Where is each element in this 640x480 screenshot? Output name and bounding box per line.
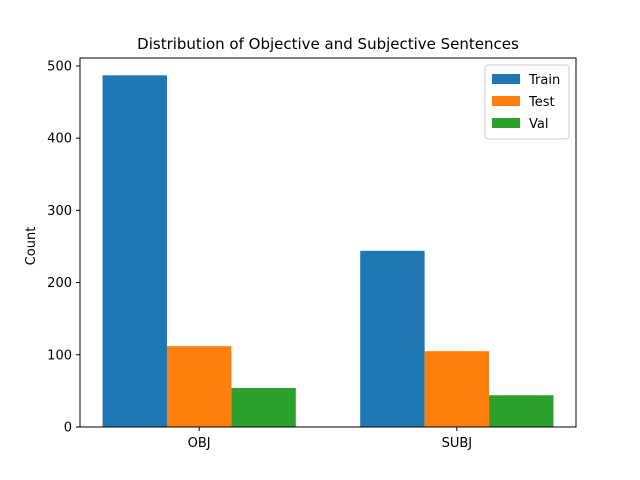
x-tick-label-subj: SUBJ	[442, 436, 473, 451]
y-tick-label: 100	[47, 348, 72, 363]
y-tick-label: 200	[47, 276, 72, 291]
bar-val-obj	[231, 388, 296, 427]
legend-label-train: Train	[528, 73, 560, 88]
bar-train-subj	[360, 250, 425, 427]
y-tick-label: 300	[47, 204, 72, 219]
bars-group	[102, 75, 554, 427]
chart-title: Distribution of Objective and Subjective…	[137, 35, 519, 53]
legend-swatch-test	[492, 96, 520, 106]
legend: Train Test Val	[484, 64, 570, 140]
bar-train-obj	[102, 75, 167, 427]
legend-swatch-val	[492, 118, 520, 128]
plot-frame	[79, 57, 577, 428]
legend-swatch-train	[492, 74, 520, 84]
x-tick-label-obj: OBJ	[188, 436, 211, 451]
y-axis-label: Count	[24, 227, 39, 266]
legend-label-val: Val	[529, 117, 548, 132]
axes-group: 0 100 200 300 400 500 OBJ SUBJ	[47, 57, 577, 451]
y-tick-label: 500	[47, 59, 72, 74]
y-tick-label: 0	[64, 421, 72, 436]
bar-test-subj	[424, 351, 490, 427]
y-tick-label: 400	[47, 132, 72, 147]
bar-test-obj	[166, 346, 232, 427]
bar-val-subj	[489, 395, 554, 427]
legend-label-test: Test	[528, 95, 555, 110]
